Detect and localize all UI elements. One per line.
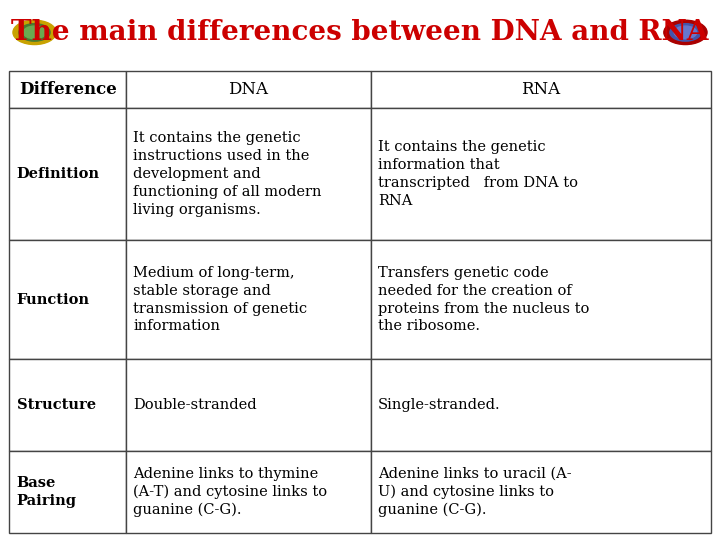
Bar [9,451,126,533]
Text: Double-stranded: Double-stranded [133,398,257,412]
Ellipse shape [19,24,50,41]
Bar [126,71,371,108]
Text: Difference: Difference [19,81,117,98]
Ellipse shape [23,26,46,39]
Bar [126,240,371,359]
Ellipse shape [674,26,697,39]
Text: The main differences between DNA and RNA: The main differences between DNA and RNA [12,19,708,46]
Text: Definition: Definition [17,167,99,181]
Ellipse shape [670,24,701,41]
Bar [9,240,126,359]
Bar [371,108,711,240]
Text: Medium of long-term,
stable storage and
transmission of genetic
information: Medium of long-term, stable storage and … [133,266,307,334]
Text: RNA: RNA [521,81,560,98]
Bar [371,359,711,451]
Bar [371,451,711,533]
Text: Base
Pairing: Base Pairing [17,476,76,508]
Text: Function: Function [17,293,89,307]
Bar [371,240,711,359]
Bar [9,71,126,108]
Text: It contains the genetic
information that
transcripted   from DNA to
RNA: It contains the genetic information that… [378,140,578,208]
Text: Transfers genetic code
needed for the creation of
proteins from the nucleus to
t: Transfers genetic code needed for the cr… [378,266,590,334]
Text: Single-stranded.: Single-stranded. [378,398,500,412]
Bar [371,71,711,108]
Text: DNA: DNA [228,81,269,98]
Ellipse shape [13,20,56,45]
Bar [126,451,371,533]
Bar [9,359,126,451]
Bar [9,108,126,240]
Text: It contains the genetic
instructions used in the
development and
functioning of : It contains the genetic instructions use… [133,131,322,217]
Text: Adenine links to uracil (A-
U) and cytosine links to
guanine (C-G).: Adenine links to uracil (A- U) and cytos… [378,467,572,517]
Text: Structure: Structure [17,398,96,412]
Bar [126,359,371,451]
Ellipse shape [664,20,707,45]
Bar [126,108,371,240]
Text: Adenine links to thymine
(A-T) and cytosine links to
guanine (C-G).: Adenine links to thymine (A-T) and cytos… [133,467,328,517]
